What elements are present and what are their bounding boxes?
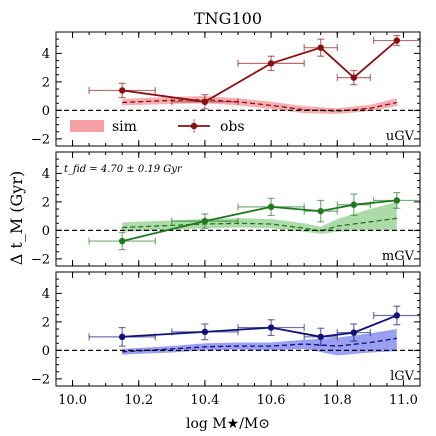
sim-band-lGV <box>122 329 397 356</box>
y-tick-label: 4 <box>42 167 50 182</box>
y-tick-label: 4 <box>42 47 50 62</box>
y-tick-label: −2 <box>31 132 50 147</box>
obs-point <box>201 98 209 106</box>
obs-point <box>267 203 275 211</box>
obs-point <box>350 74 358 81</box>
sim-median-line-lGV <box>122 337 397 353</box>
legend: sim obs <box>70 119 245 135</box>
panel-lGV: −2 0 2 4 lGV <box>31 271 421 387</box>
panel-label: lGV <box>390 369 415 384</box>
obs-point <box>317 207 324 215</box>
legend-label-sim: sim <box>112 119 137 135</box>
obs-line-uGV <box>122 39 398 103</box>
x-tick-label: 10.6 <box>257 393 286 408</box>
sim-band-mGV <box>122 201 397 234</box>
obs-point <box>118 333 126 341</box>
x-tick-label: 10.8 <box>323 393 352 408</box>
x-axis-label: log M★/M⊙ <box>186 416 270 432</box>
legend-label-obs: obs <box>220 119 245 135</box>
obs-point <box>393 312 401 319</box>
obs-point <box>350 201 358 208</box>
y-tick-label: 0 <box>42 104 50 119</box>
x-tick-label: 10.2 <box>124 393 153 408</box>
obs-line-lGV <box>122 314 398 338</box>
y-tick-label: 4 <box>42 287 50 302</box>
y-axis-label: Δ t_M (Gyr) <box>7 171 26 266</box>
obs-point <box>118 237 126 245</box>
obs-point <box>317 44 324 51</box>
obs-point <box>267 60 275 67</box>
obs-line-mGV <box>121 199 397 242</box>
panel-uGV: −2 0 2 4 uGV <box>31 31 421 147</box>
annotation-text: t_fid = 4.70 ± 0.19 Gyr <box>64 164 183 175</box>
obs-point <box>118 87 126 94</box>
panel-label: uGV <box>386 129 415 144</box>
x-tick-label: 10.0 <box>58 393 87 408</box>
panel-mGV: −2 0 2 4 mGV t_fid = 4.70 ± 0.19 Gyr <box>31 151 421 267</box>
obs-point <box>393 37 401 44</box>
y-tick-label: 2 <box>42 195 50 210</box>
legend-marker-obs <box>190 122 198 130</box>
obs-point <box>201 328 209 336</box>
y-tick-label: 0 <box>42 344 50 359</box>
obs-point <box>201 217 209 225</box>
sim-median-line-uGV <box>122 99 397 112</box>
y-tick-label: 2 <box>42 315 50 330</box>
sim-band-uGV <box>122 96 397 114</box>
y-tick-label: −2 <box>31 372 50 387</box>
obs-point <box>317 333 324 341</box>
obs-point <box>350 329 358 336</box>
x-tick-label: 10.4 <box>190 393 219 408</box>
chart-title: TNG100 <box>194 9 262 28</box>
y-tick-label: 2 <box>42 75 50 90</box>
obs-point <box>267 324 275 331</box>
y-tick-label: −2 <box>31 252 50 267</box>
y-tick-label: 0 <box>42 224 50 239</box>
x-tick-label: 11.0 <box>389 393 418 408</box>
panel-label: mGV <box>382 249 415 264</box>
legend-swatch-sim <box>70 120 104 132</box>
obs-point <box>393 197 401 204</box>
